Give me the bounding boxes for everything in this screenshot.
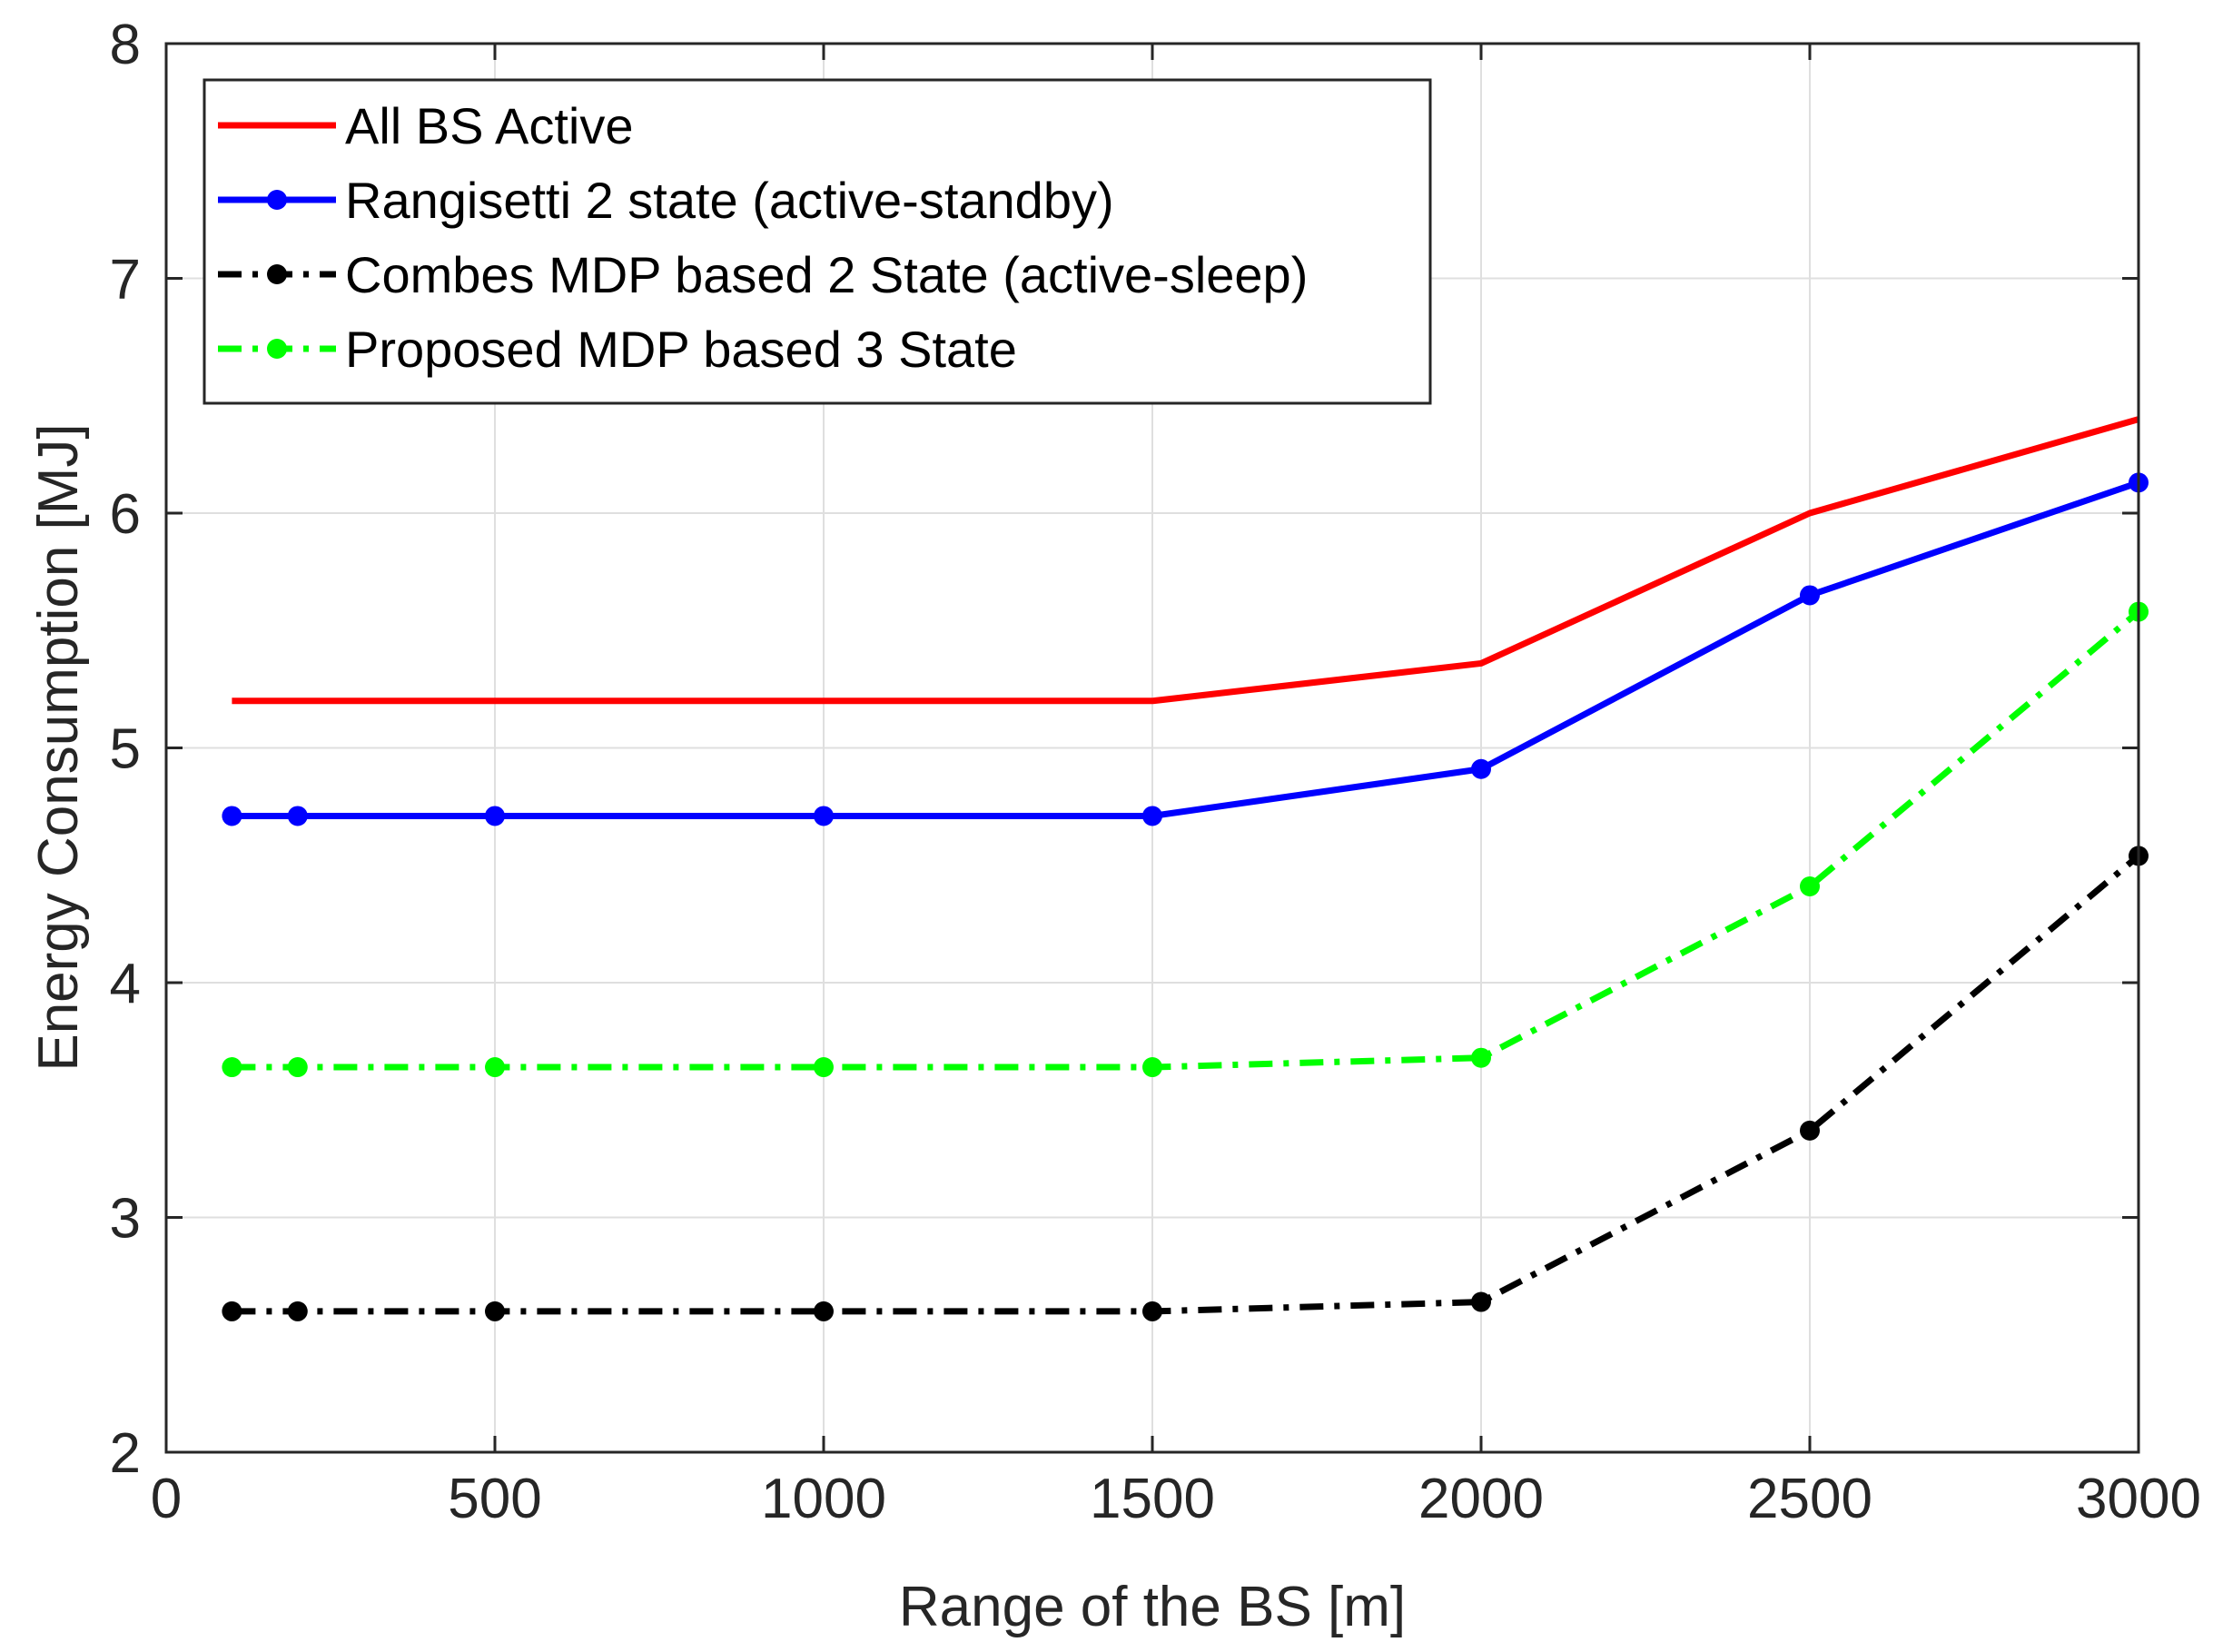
data-point (814, 806, 834, 826)
series-line (232, 480, 2140, 819)
data-point (287, 806, 308, 826)
y-tick-label: 8 (110, 14, 141, 76)
x-tick-label: 1500 (1090, 1468, 1215, 1530)
data-point (1471, 1291, 1491, 1312)
series-4 (222, 601, 2149, 1078)
legend-marker (267, 190, 287, 210)
data-point (1471, 1047, 1491, 1068)
data-point (222, 806, 242, 826)
x-tick-label: 3000 (2076, 1468, 2201, 1530)
y-tick-label: 5 (110, 718, 141, 781)
legend-label: Rangisetti 2 state (active-standby) (345, 172, 1114, 229)
data-point (1800, 1120, 1820, 1141)
data-point (1471, 758, 1491, 779)
series-layer (222, 416, 2149, 1321)
data-point (1800, 585, 1820, 606)
y-tick-label: 6 (110, 483, 141, 546)
data-point (1142, 806, 1162, 826)
ticks: 0 500 1000 1500 2000 2500 3000 2 3 4 5 6 7 8 (110, 14, 2201, 1530)
data-point (1142, 1301, 1162, 1321)
data-point (222, 1057, 242, 1078)
legend-label: Proposed MDP based 3 State (345, 321, 1017, 378)
data-point (287, 1301, 308, 1321)
data-point (485, 1301, 505, 1321)
x-tick-label: 0 (151, 1468, 182, 1530)
y-tick-label: 4 (110, 953, 141, 1015)
series-line (232, 416, 2139, 705)
legend-label: Combes MDP based 2 State (active-sleep) (345, 246, 1308, 303)
legend-marker (267, 264, 287, 284)
y-axis-label: Energy Consumption [MJ] (27, 423, 90, 1071)
y-tick-label: 3 (110, 1188, 141, 1251)
legend-label: All BS Active (345, 97, 633, 154)
legend: All BS Active Rangisetti 2 state (active-… (203, 78, 1432, 405)
series-3 (222, 846, 2149, 1321)
x-tick-label: 500 (448, 1468, 541, 1530)
x-tick-label: 1000 (761, 1468, 886, 1530)
data-point (222, 1301, 242, 1321)
x-tick-label: 2000 (1418, 1468, 1544, 1530)
data-point (485, 1057, 505, 1078)
series-2 (222, 472, 2149, 826)
data-point (814, 1057, 834, 1078)
x-axis-label: Range of the BS [m] (899, 1576, 1406, 1638)
data-point (287, 1057, 308, 1078)
legend-marker (267, 339, 287, 359)
data-point (1800, 876, 1820, 897)
data-point (814, 1301, 834, 1321)
legend-box (203, 78, 1432, 405)
y-tick-label: 2 (110, 1422, 141, 1485)
y-tick-label: 7 (110, 249, 141, 312)
data-point (1142, 1057, 1162, 1078)
x-tick-label: 2500 (1747, 1468, 1872, 1530)
series-1 (232, 416, 2139, 705)
data-point (485, 806, 505, 826)
